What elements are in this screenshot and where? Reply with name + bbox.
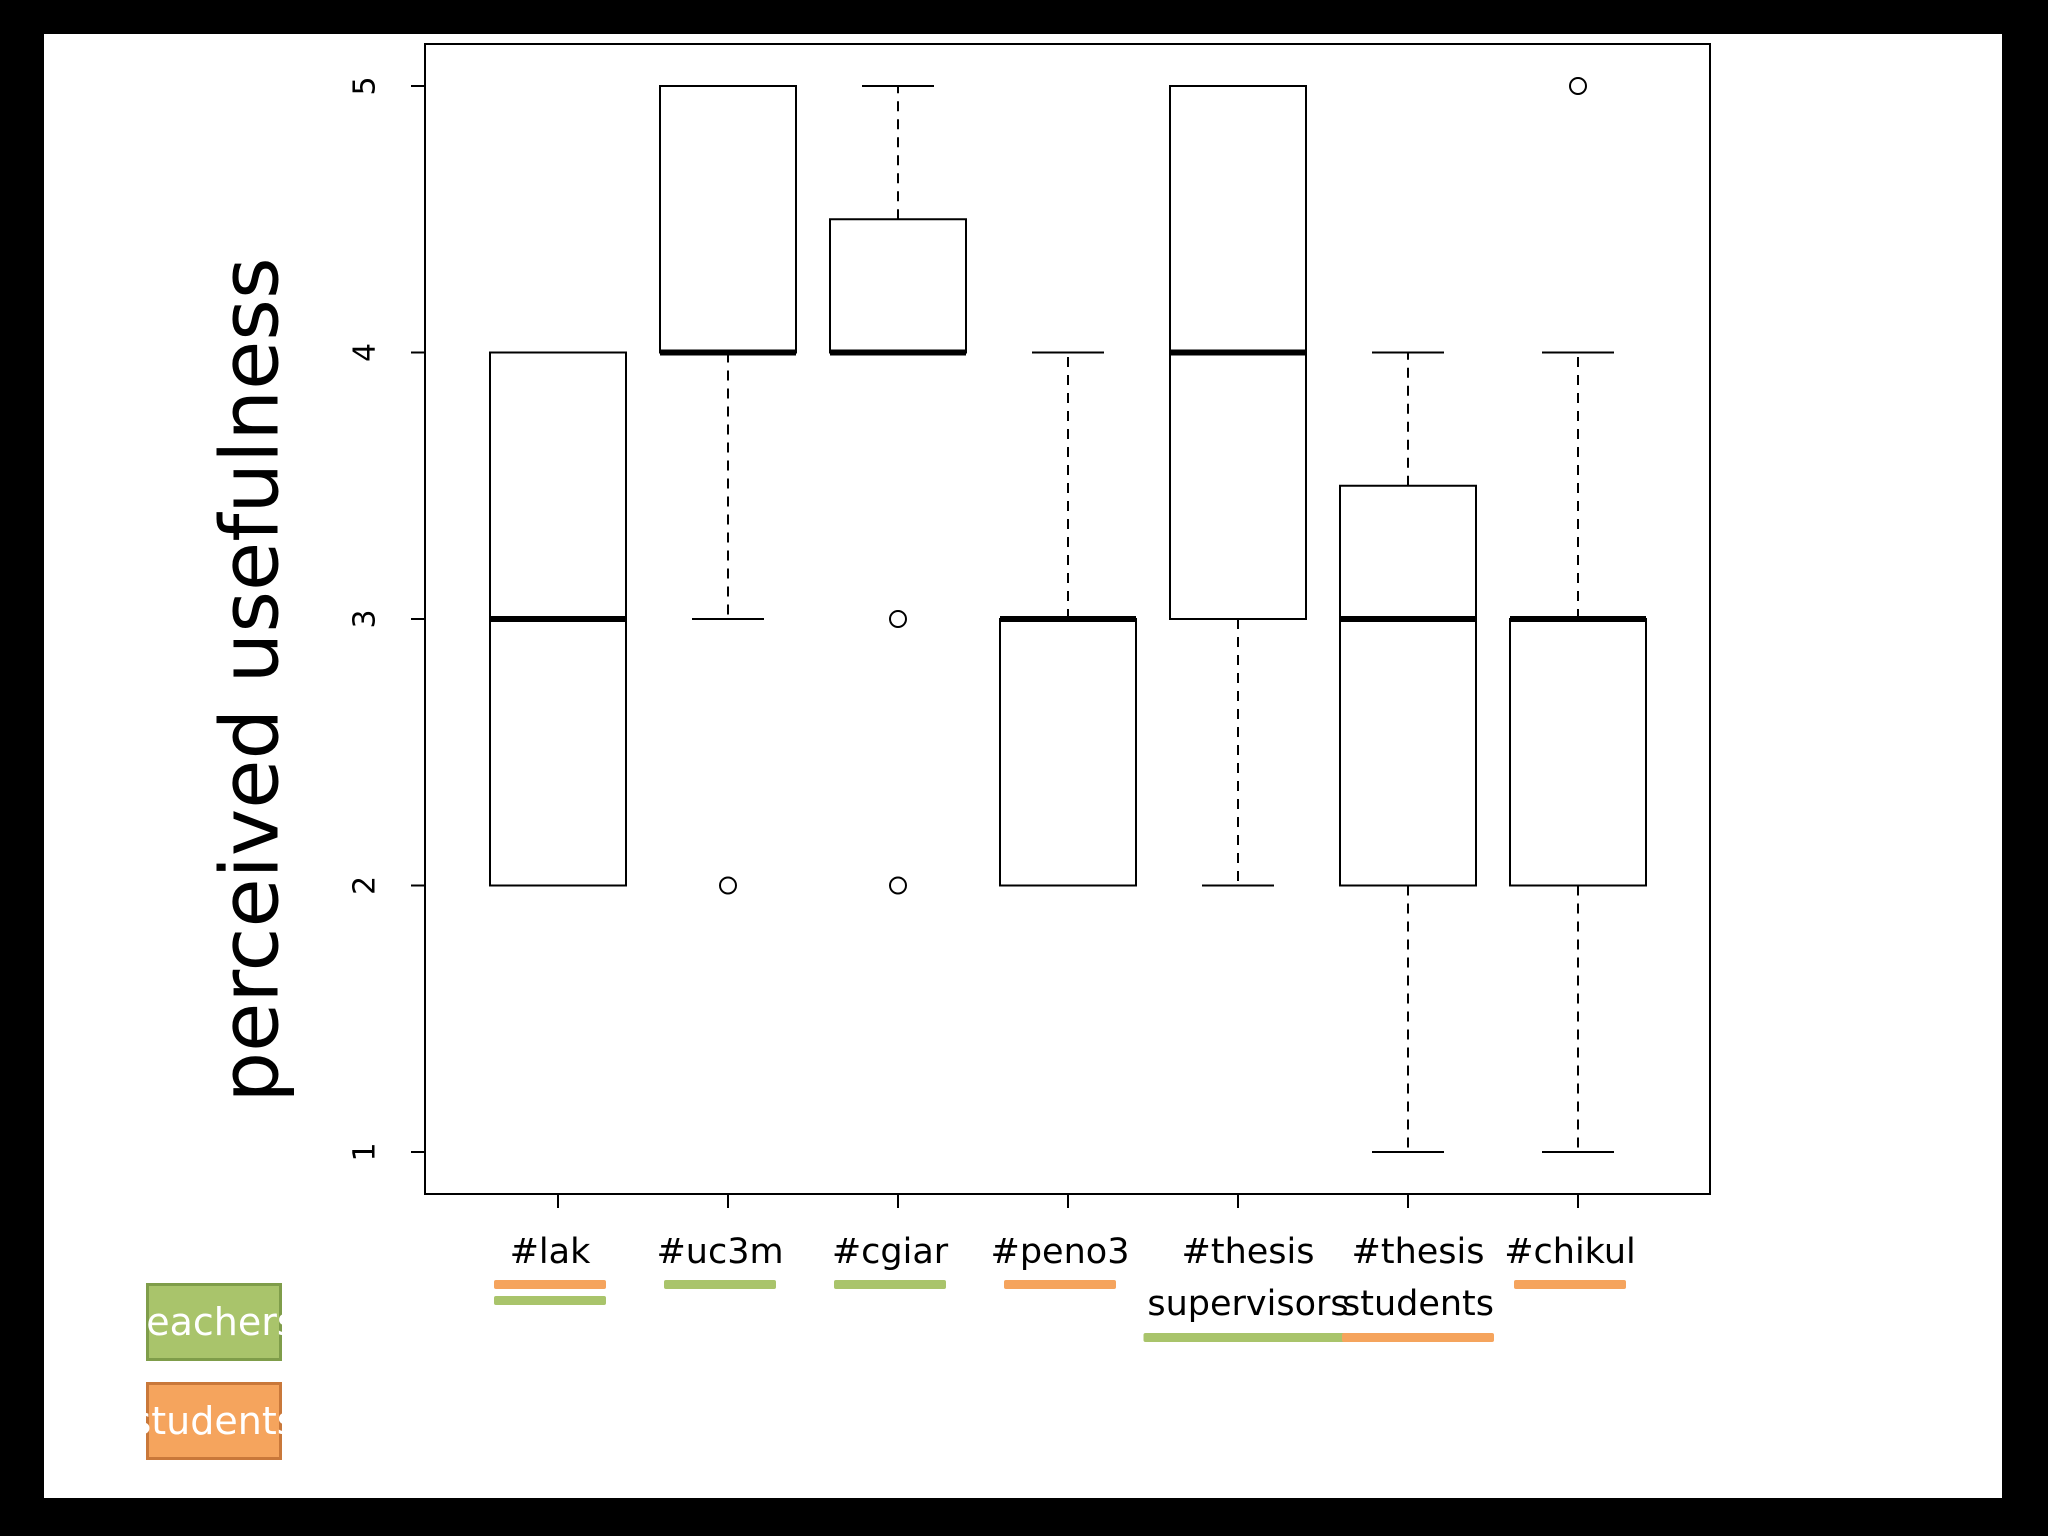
legend-teachers: teachers: [131, 1283, 297, 1361]
outlier-point: [719, 876, 737, 895]
y-tick-label: 5: [348, 76, 383, 95]
group-underline-teachers: [494, 1296, 606, 1305]
category-label: #thesis: [1182, 1232, 1315, 1272]
category-label: students: [1342, 1284, 1494, 1324]
legend-students: students: [131, 1382, 297, 1460]
box: [829, 218, 967, 354]
group-underline-students: [1342, 1333, 1494, 1342]
category-label: #peno3: [991, 1232, 1130, 1272]
category-label: #thesis: [1352, 1232, 1485, 1272]
group-underline-students: [1004, 1280, 1116, 1289]
group-underline-students: [494, 1280, 606, 1289]
y-tick-label: 2: [348, 876, 383, 895]
group-underline-teachers: [834, 1280, 946, 1289]
group-underline-teachers: [1143, 1333, 1353, 1342]
category-label: #lak: [510, 1232, 591, 1272]
y-tick-label: 3: [348, 609, 383, 628]
legend-students-label: students: [131, 1399, 297, 1443]
group-underline-students: [1514, 1280, 1626, 1289]
outlier-point: [1569, 77, 1587, 95]
group-underline-teachers: [664, 1280, 776, 1289]
box: [1509, 618, 1647, 887]
legend-teachers-label: teachers: [131, 1300, 297, 1344]
y-tick-label: 4: [348, 343, 383, 362]
category-label: supervisors: [1147, 1284, 1348, 1324]
outlier-point: [889, 610, 907, 628]
category-label: #chikul: [1504, 1232, 1636, 1272]
box: [999, 618, 1137, 887]
y-tick-label: 1: [348, 1142, 383, 1161]
box: [1339, 484, 1477, 887]
category-label: #cgiar: [832, 1232, 949, 1272]
category-label: #uc3m: [656, 1232, 783, 1272]
outlier-point: [889, 876, 907, 895]
box: [659, 85, 797, 354]
